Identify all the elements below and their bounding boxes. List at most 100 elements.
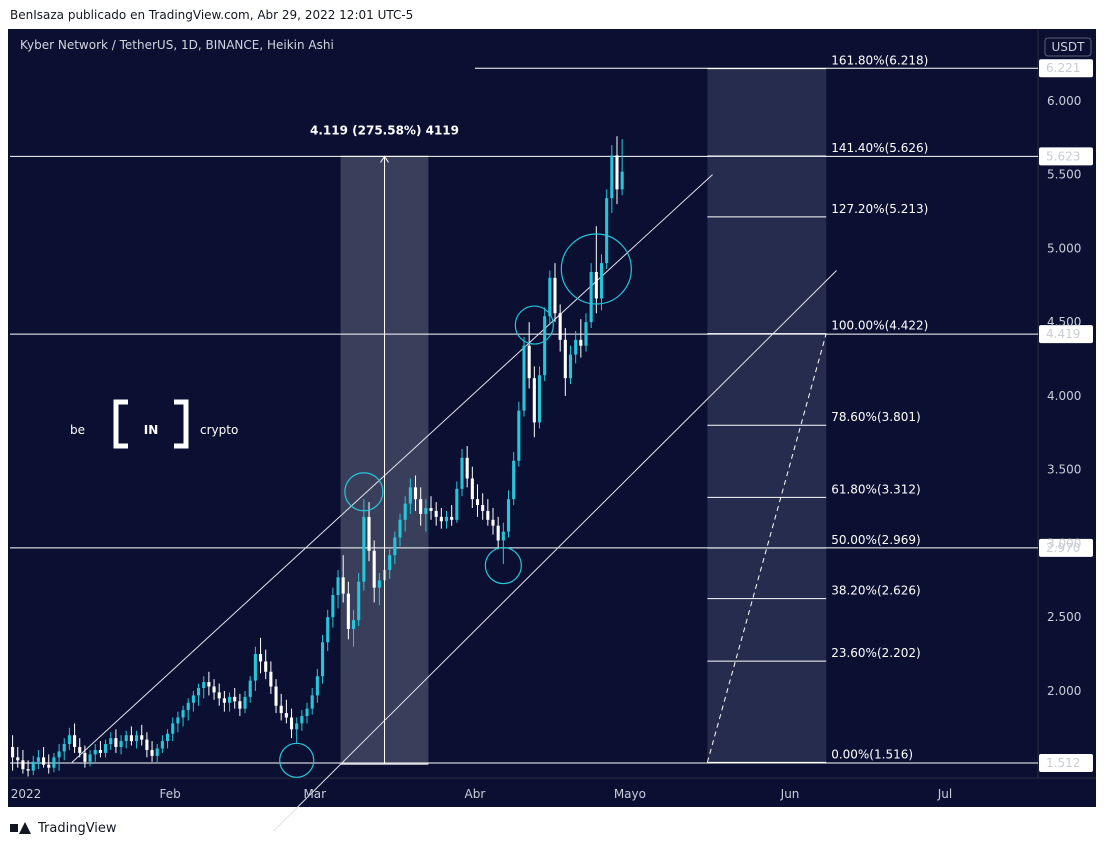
y-tick-label: 4.500 (1047, 315, 1081, 329)
chart-frame (8, 29, 1096, 807)
candle-body (470, 478, 474, 500)
candle-body (305, 708, 309, 717)
highlight-circle[interactable] (514, 305, 554, 345)
fib-trend-line (706, 333, 827, 763)
fib-level-label: 23.60%(2.202) (831, 646, 920, 660)
candle-body (88, 754, 92, 762)
candle-body (434, 510, 438, 517)
candle-body (548, 277, 552, 317)
price-label: 6.221 (1046, 61, 1080, 75)
candle-body (11, 747, 15, 758)
candle-body (78, 747, 82, 753)
candle-body (253, 654, 257, 681)
fib-level-label: 50.00%(2.969) (831, 533, 920, 547)
fib-level-label: 141.40%(5.626) (831, 141, 928, 155)
candle-body (150, 749, 154, 756)
highlight-circle[interactable] (344, 472, 384, 512)
currency-box[interactable] (1044, 37, 1092, 57)
y-tick-label: 6.000 (1047, 94, 1081, 108)
candle-body (615, 155, 619, 190)
candle-body (124, 735, 128, 742)
candle-body (563, 339, 567, 379)
x-tick-label: 2022 (11, 787, 42, 801)
candle-body (512, 460, 516, 500)
price-label-box (1039, 753, 1093, 772)
x-tick-label: Jul (937, 787, 952, 801)
y-tick-label: 2.000 (1047, 684, 1081, 698)
x-tick-label: Mar (303, 787, 326, 801)
candle-body (537, 375, 542, 423)
tradingview-footer[interactable]: TradingView (10, 818, 117, 838)
candle-body (444, 516, 449, 522)
candles (11, 136, 624, 777)
candle-body (197, 688, 201, 696)
candle-body (227, 696, 232, 703)
candle-body (320, 642, 325, 677)
candle-body (114, 738, 118, 748)
fibonacci-zone (707, 68, 827, 763)
candle-body (145, 739, 149, 750)
candle-body (326, 617, 330, 643)
candle-body (372, 550, 376, 588)
candle-body (52, 757, 56, 768)
candle-body (67, 735, 71, 745)
y-tick-label: 4.000 (1047, 389, 1081, 403)
candle-body (610, 155, 614, 199)
candle-body (109, 738, 113, 745)
watermark-in: IN (144, 423, 159, 437)
currency-label: USDT (1052, 40, 1086, 54)
candle-body (455, 488, 459, 520)
candle-body (47, 764, 51, 768)
candle-body (341, 577, 345, 594)
candle-body (336, 577, 340, 596)
candle-body (36, 757, 40, 762)
x-tick-label: Jun (780, 787, 800, 801)
grid (10, 30, 1096, 779)
candle-body (217, 692, 221, 699)
candle-body (532, 378, 536, 423)
channel-lower-line[interactable] (273, 270, 837, 832)
candle-body (73, 735, 77, 748)
candle-body (140, 735, 144, 740)
fib-level-label: 0.00%(1.516) (831, 747, 913, 761)
candle-body (248, 680, 252, 697)
candle-body (331, 595, 335, 618)
candle-body (574, 339, 578, 355)
candle-body (424, 508, 428, 514)
candle-body (465, 457, 469, 479)
candle-body (155, 748, 159, 756)
candle-body (274, 686, 278, 706)
highlight-circle[interactable] (484, 546, 522, 585)
highlight-circle[interactable] (560, 233, 632, 305)
candle-body (129, 735, 133, 742)
measure-label: 4.119 (275.58%) 4119 (310, 123, 459, 137)
candle-body (202, 682, 206, 689)
candle-body (579, 339, 583, 346)
candle-body (212, 686, 216, 693)
candle-body (171, 723, 175, 734)
candle-body (279, 705, 283, 714)
y-tick-label: 5.500 (1047, 168, 1081, 182)
y-tick-label: 5.000 (1047, 241, 1081, 255)
candle-body (419, 499, 423, 514)
candle-body (300, 716, 304, 724)
price-label-box (1039, 147, 1093, 166)
axes: 6.221 5.623 4.419 2.970 1.512 2.000 2.500 3.000… (11, 37, 1093, 801)
channel-upper-line[interactable] (71, 174, 713, 763)
candle-body (62, 744, 66, 752)
candle-body (166, 733, 170, 742)
candle-body (31, 761, 35, 771)
candle-body (491, 519, 495, 526)
highlight-circle[interactable] (279, 742, 315, 778)
price-label-box (1039, 325, 1093, 344)
candle-body (450, 516, 454, 520)
fibonacci-levels: 161.80%(6.218) 141.40%(5.626) 127.20%(5.21… (706, 54, 928, 763)
candle-body (367, 516, 371, 551)
candle-body (57, 751, 61, 758)
candle-body (21, 760, 25, 770)
x-tick-label: Mayo (614, 787, 646, 801)
candle-body (475, 499, 480, 506)
candle-body (233, 696, 237, 702)
candle-body (119, 741, 123, 748)
